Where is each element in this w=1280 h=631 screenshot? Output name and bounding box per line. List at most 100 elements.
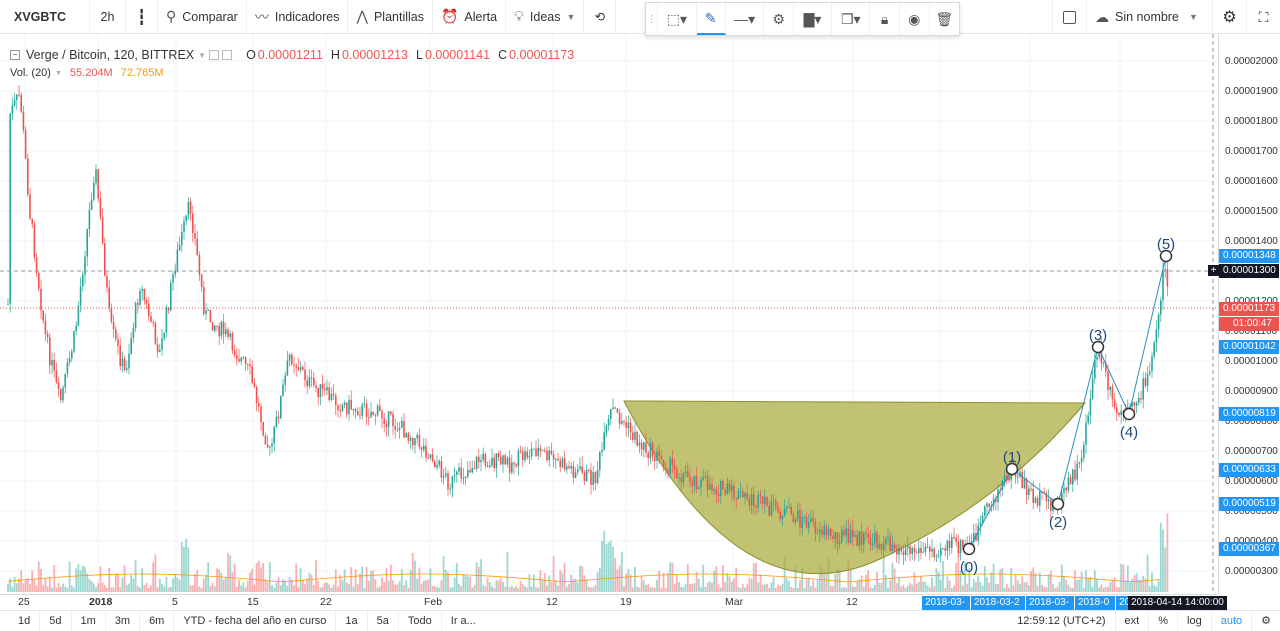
range-3m[interactable]: 3m [106, 610, 141, 631]
replay-button[interactable]: ⟲ [584, 0, 617, 34]
log-scale-toggle[interactable]: log [1177, 611, 1211, 631]
series-title[interactable]: Verge / Bitcoin, 120, BITTREX [26, 48, 195, 62]
range-ytd[interactable]: YTD - fecha del año en curso [174, 610, 337, 631]
wave2-price-tag: 0.00000519 [1219, 497, 1279, 511]
compare-button[interactable]: ⚲ Comparar [158, 0, 247, 34]
visual-order-button[interactable]: ▇▾ [794, 3, 833, 35]
candle-body [262, 421, 264, 436]
auto-scale-toggle[interactable]: auto [1210, 611, 1251, 631]
volume-bar [957, 550, 960, 592]
range-1y[interactable]: 1a [336, 610, 368, 631]
volume-bar [944, 587, 947, 592]
candle-body [889, 536, 891, 551]
volume-bar [53, 565, 56, 592]
chart-pane[interactable]: − Verge / Bitcoin, 120, BITTREX ▼ O 0.000… [0, 34, 1280, 610]
volume-bar [1155, 586, 1158, 592]
range-1d[interactable]: 1d [0, 610, 41, 631]
range-all[interactable]: Todo [399, 610, 442, 631]
alert-button[interactable]: ⏰ Alerta [433, 0, 507, 34]
volume-bar [1001, 568, 1004, 592]
hide-mini-icon[interactable] [222, 50, 233, 60]
chart-style-button[interactable]: ┇ [126, 0, 158, 34]
volume-title[interactable]: Vol. (20) [10, 67, 51, 79]
layout-name-button[interactable]: ☁ Sin nombre ▼ [1086, 0, 1212, 34]
candle-body [258, 403, 260, 407]
extended-hours-toggle[interactable]: ext [1114, 611, 1149, 631]
volume-bar [913, 572, 916, 592]
candle-body [1063, 487, 1065, 494]
candle-body [728, 483, 731, 491]
volume-bar [37, 561, 40, 592]
ideas-button[interactable]: 💡︎ Ideas ▼ [506, 0, 585, 34]
volume-bar [997, 583, 999, 592]
percent-scale-toggle[interactable]: % [1148, 611, 1177, 631]
symbol-search[interactable]: XVGBTC [0, 0, 90, 34]
go-to-date-button[interactable]: Ir a... [450, 614, 476, 627]
volume-bar [1036, 586, 1039, 592]
time-tick: 19 [620, 596, 632, 608]
volume-bar [436, 587, 438, 592]
range-5d[interactable]: 5d [40, 610, 72, 631]
pen-color-button[interactable]: ✎ [696, 3, 727, 35]
volume-bar [431, 586, 434, 592]
collapse-icon[interactable]: − [10, 50, 20, 60]
volume-bar [84, 566, 86, 592]
indicators-button[interactable]: 〰 Indicadores [247, 0, 349, 34]
scale-settings-button[interactable]: ⚙ [1251, 611, 1280, 631]
open-value: 0.00001211 [257, 48, 323, 62]
price-chart[interactable]: (0) (1) (2) (3) (4) (5) [0, 34, 1218, 594]
range-5y[interactable]: 5a [368, 610, 399, 631]
price-axis[interactable]: 0.00002000 0.00001900 0.00001800 0.00001… [1208, 34, 1280, 594]
candle-body [871, 543, 874, 545]
candle-body [104, 243, 106, 276]
candle-body [548, 450, 550, 461]
volume-bar [455, 563, 458, 592]
candle-body [343, 402, 346, 405]
interval-button[interactable]: 2h [90, 0, 126, 34]
properties-button[interactable]: ⚙ [764, 3, 794, 35]
candle-body [352, 409, 355, 411]
candle-body [381, 411, 383, 419]
candle-body [799, 510, 801, 528]
fullscreen-toggle-button[interactable] [1052, 0, 1086, 34]
candle-body [814, 521, 817, 534]
candle-body [269, 446, 271, 448]
add-plus-icon[interactable]: + [1208, 265, 1219, 276]
volume-bar [869, 587, 872, 592]
candle-body [31, 218, 33, 225]
candle-body [497, 453, 500, 457]
drag-handle[interactable]: ⋮ [646, 3, 659, 35]
gear-icon: ⚙ [1222, 9, 1237, 26]
volume-bar [783, 555, 786, 592]
volume-bar [321, 586, 324, 592]
hide-button[interactable]: ◉ [900, 3, 930, 35]
volume-bar [933, 586, 936, 592]
templates-button[interactable]: ⋀ Plantillas [348, 0, 433, 34]
volume-bar [1069, 587, 1072, 592]
volume-bar [1091, 586, 1094, 592]
time-axis[interactable]: 25 2018 5 15 22 Feb 12 19 Mar 12 2018-03… [0, 594, 1227, 610]
line-style-button[interactable]: —▾ [726, 3, 765, 35]
range-1m[interactable]: 1m [72, 610, 106, 631]
volume-bar [530, 586, 533, 592]
delete-button[interactable]: 🗑︎ [930, 3, 959, 35]
volume-bar [737, 586, 740, 592]
selection-tool-button[interactable]: ⬚▾ [658, 3, 697, 35]
fullscreen-button[interactable]: ⛶ [1246, 0, 1280, 34]
candle-body [720, 481, 722, 497]
candle-body [310, 377, 313, 379]
range-6m[interactable]: 6m [140, 610, 175, 631]
settings-button[interactable]: ⚙ [1212, 0, 1246, 34]
settings-mini-icon[interactable] [209, 50, 220, 60]
wave-label-5: (5) [1157, 236, 1175, 253]
lock-button[interactable]: 🔒︎ [870, 3, 900, 35]
volume-bar [451, 587, 454, 592]
candle-body [97, 169, 99, 199]
candle-body [722, 481, 724, 490]
candle-body [200, 274, 203, 287]
candle-body [218, 325, 220, 337]
candle-body [172, 274, 174, 283]
candle-body [541, 450, 544, 452]
clone-button[interactable]: ❐▾ [832, 3, 871, 35]
clock[interactable]: 12:59:12 (UTC+2) [1017, 615, 1106, 627]
